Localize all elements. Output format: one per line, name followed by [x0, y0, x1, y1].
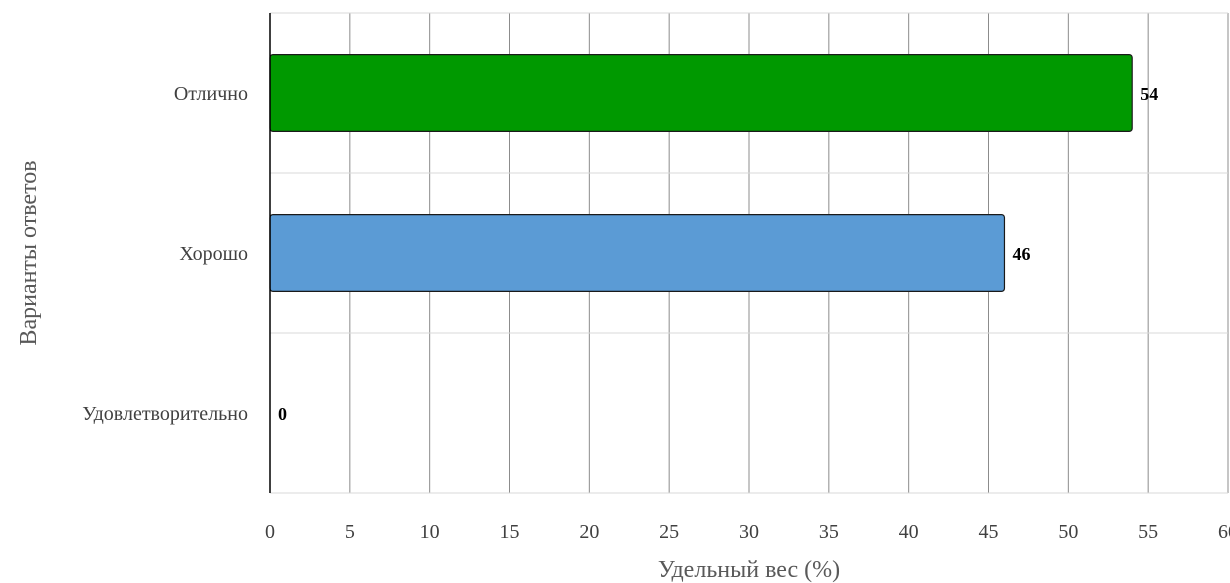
x-tick-label: 40	[899, 521, 919, 543]
x-tick-label: 20	[579, 521, 599, 543]
x-tick-label: 5	[345, 521, 355, 543]
bars	[269, 53, 1133, 293]
x-tick-label: 15	[500, 521, 520, 543]
x-tick-label: 0	[265, 521, 275, 543]
data-label: 0	[278, 404, 287, 424]
x-tick-label: 35	[819, 521, 839, 543]
bar	[269, 214, 1006, 293]
category-labels: Отлично Хорошо Удовлетворительно	[82, 83, 248, 425]
category-label: Удовлетворительно	[82, 403, 248, 425]
y-axis-title: Варианты ответов	[16, 160, 42, 345]
category-label: Отлично	[174, 83, 248, 105]
x-tick-label: 45	[979, 521, 999, 543]
x-tick-label: 25	[659, 521, 679, 543]
x-tick-label: 55	[1138, 521, 1158, 543]
data-labels: 54 46 0	[278, 84, 1158, 424]
category-label: Хорошо	[179, 243, 248, 265]
data-label: 54	[1140, 84, 1158, 104]
bar	[269, 53, 1133, 133]
x-tick-label: 50	[1058, 521, 1078, 543]
x-tick-label: 30	[739, 521, 759, 543]
x-tick-label: 10	[420, 521, 440, 543]
data-label: 46	[1012, 244, 1030, 264]
x-tick-label: 60	[1218, 521, 1230, 543]
x-axis-title: Удельный вес (%)	[658, 557, 840, 583]
x-tick-labels: 0 5 10 15 20 25 30 35 40 45 50 55 60	[265, 521, 1230, 543]
